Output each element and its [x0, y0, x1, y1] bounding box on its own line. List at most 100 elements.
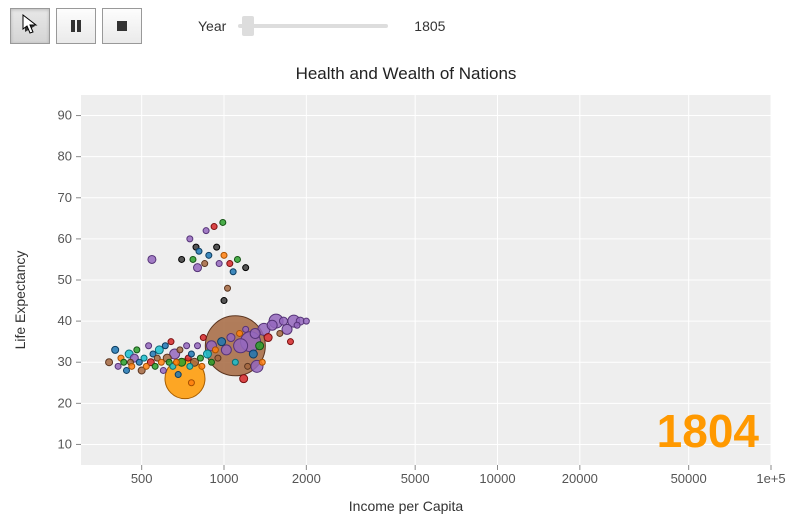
data-point[interactable] — [234, 339, 248, 353]
x-tick-label: 2000 — [292, 471, 321, 486]
chart-title: Health and Wealth of Nations — [26, 64, 786, 84]
data-point[interactable] — [249, 350, 257, 358]
data-point[interactable] — [148, 255, 156, 263]
data-point[interactable] — [160, 367, 166, 373]
data-point[interactable] — [214, 244, 220, 250]
data-point[interactable] — [221, 345, 231, 355]
data-point[interactable] — [143, 363, 149, 369]
year-watermark: 1804 — [657, 405, 760, 457]
x-tick-label: 5000 — [401, 471, 430, 486]
slider-track — [238, 24, 388, 28]
x-tick-label: 1000 — [210, 471, 239, 486]
data-point[interactable] — [190, 256, 196, 262]
data-point[interactable] — [188, 351, 194, 357]
stop-button[interactable] — [102, 8, 142, 44]
data-point[interactable] — [267, 320, 277, 330]
y-axis-label: Life Expectancy — [12, 251, 28, 350]
data-point[interactable] — [256, 342, 264, 350]
data-point[interactable] — [179, 256, 185, 262]
data-point[interactable] — [158, 359, 164, 365]
data-point[interactable] — [121, 359, 127, 365]
data-point[interactable] — [230, 269, 236, 275]
y-tick-label: 10 — [58, 436, 72, 451]
data-point[interactable] — [203, 228, 209, 234]
data-point[interactable] — [212, 347, 218, 353]
data-point[interactable] — [282, 324, 292, 334]
data-point[interactable] — [112, 346, 119, 353]
data-point[interactable] — [287, 339, 293, 345]
data-point[interactable] — [115, 363, 121, 369]
data-point[interactable] — [168, 339, 174, 345]
data-point[interactable] — [243, 265, 249, 271]
data-point[interactable] — [123, 367, 129, 373]
data-point[interactable] — [232, 359, 238, 365]
y-tick-label: 20 — [58, 395, 72, 410]
data-point[interactable] — [175, 372, 181, 378]
data-point[interactable] — [227, 334, 235, 342]
pause-button[interactable] — [56, 8, 96, 44]
data-point[interactable] — [243, 326, 249, 332]
plot-wrap: Life Expectancy 102030405060708090500100… — [26, 90, 786, 510]
y-tick-label: 80 — [58, 149, 72, 164]
data-point[interactable] — [250, 328, 260, 338]
data-point[interactable] — [129, 363, 135, 369]
data-point[interactable] — [106, 359, 113, 366]
stop-icon — [115, 19, 129, 33]
data-point[interactable] — [187, 236, 193, 242]
data-point[interactable] — [197, 355, 203, 361]
data-point[interactable] — [264, 334, 272, 342]
x-tick-label: 1e+5 — [756, 471, 785, 486]
data-point[interactable] — [195, 343, 201, 349]
data-point[interactable] — [237, 330, 243, 336]
toolbar: Year 1805 — [0, 0, 812, 44]
data-point[interactable] — [196, 248, 202, 254]
data-point[interactable] — [162, 343, 168, 349]
slider-thumb[interactable] — [242, 16, 254, 36]
data-point[interactable] — [202, 261, 208, 267]
data-point[interactable] — [188, 380, 194, 386]
data-point[interactable] — [294, 322, 300, 328]
y-tick-label: 60 — [58, 231, 72, 246]
y-tick-label: 70 — [58, 190, 72, 205]
data-point[interactable] — [221, 298, 227, 304]
data-point[interactable] — [206, 252, 212, 258]
y-tick-label: 40 — [58, 313, 72, 328]
data-point[interactable] — [141, 355, 147, 361]
play-icon — [23, 19, 37, 33]
data-point[interactable] — [199, 363, 205, 369]
data-point[interactable] — [221, 252, 227, 258]
data-point[interactable] — [211, 224, 217, 230]
data-point[interactable] — [227, 261, 233, 267]
y-tick-label: 30 — [58, 354, 72, 369]
data-point[interactable] — [184, 343, 190, 349]
data-point[interactable] — [208, 359, 214, 365]
data-point[interactable] — [240, 375, 248, 383]
data-point[interactable] — [194, 264, 202, 272]
data-point[interactable] — [303, 318, 309, 324]
data-point[interactable] — [216, 261, 222, 267]
year-slider-label: Year — [198, 18, 226, 34]
data-point[interactable] — [279, 317, 287, 325]
data-point[interactable] — [218, 338, 226, 346]
data-point[interactable] — [134, 347, 140, 353]
x-axis-label: Income per Capita — [349, 498, 463, 514]
data-point[interactable] — [215, 355, 221, 361]
year-slider[interactable] — [238, 16, 388, 36]
data-point[interactable] — [234, 256, 240, 262]
data-point[interactable] — [220, 219, 226, 225]
data-point[interactable] — [187, 363, 193, 369]
data-point[interactable] — [259, 359, 265, 365]
data-point[interactable] — [277, 330, 283, 336]
x-tick-label: 10000 — [479, 471, 515, 486]
data-point[interactable] — [225, 285, 231, 291]
data-point[interactable] — [245, 363, 251, 369]
data-point[interactable] — [146, 343, 152, 349]
data-point[interactable] — [152, 363, 158, 369]
scatter-plot: 1020304050607080905001000200050001000020… — [26, 90, 786, 510]
data-point[interactable] — [173, 359, 179, 365]
data-point[interactable] — [200, 335, 206, 341]
data-point[interactable] — [203, 350, 211, 358]
play-button[interactable] — [10, 8, 50, 44]
data-point[interactable] — [177, 347, 183, 353]
pause-icon — [69, 19, 83, 33]
